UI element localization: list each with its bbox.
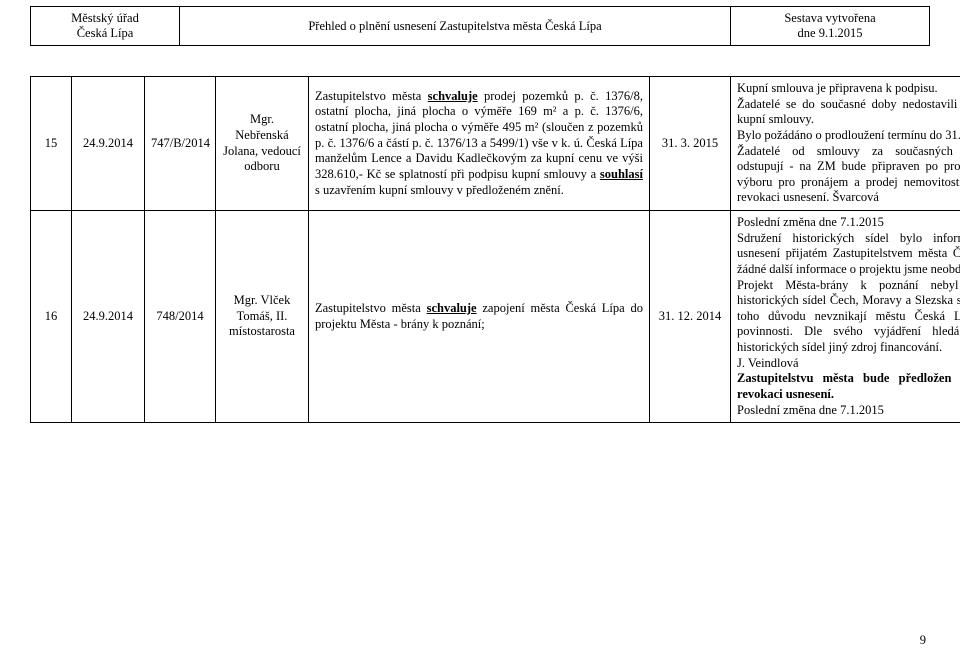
table-row: 16 24.9.2014 748/2014 Mgr. Vlček Tomáš, … — [31, 211, 960, 423]
cell-status: Kupní smlouva je připravena k podpisu. Ž… — [731, 77, 960, 211]
header-right-line2: dne 9.1.2015 — [798, 26, 863, 41]
header-right-line1: Sestava vytvořena — [784, 11, 875, 26]
status-text: Poslední změna dne 7.1.2015 — [737, 403, 884, 417]
table-row: 15 24.9.2014 747/B/2014 Mgr. Nebřenská J… — [31, 77, 960, 211]
body-keyword: schvaluje — [428, 89, 478, 103]
cell-date: 24.9.2014 — [72, 211, 145, 423]
cell-index: 15 — [31, 77, 72, 211]
cell-body: Zastupitelstvo města schvaluje zapojení … — [309, 211, 650, 423]
cell-ref: 748/2014 — [145, 211, 216, 423]
page-number: 9 — [920, 633, 926, 648]
header-right: Sestava vytvořena dne 9.1.2015 — [730, 6, 930, 46]
body-keyword: schvaluje — [427, 301, 477, 315]
resolutions-table: 15 24.9.2014 747/B/2014 Mgr. Nebřenská J… — [30, 76, 960, 423]
header-left-line2: Česká Lípa — [77, 26, 134, 41]
header-center-text: Přehled o plnění usnesení Zastupitelstva… — [308, 19, 601, 34]
cell-date: 24.9.2014 — [72, 77, 145, 211]
cell-status: Poslední změna dne 7.1.2015 Sdružení his… — [731, 211, 960, 423]
cell-index: 16 — [31, 211, 72, 423]
status-bold: Zastupitelstvu města bude předložen návr… — [737, 371, 960, 401]
cell-responsible: Mgr. Vlček Tomáš, II. místostarosta — [216, 211, 309, 423]
status-text: Kupní smlouva je připravena k podpisu. Ž… — [737, 81, 960, 204]
body-text: Zastupitelstvo města — [315, 301, 427, 315]
page-header: Městský úřad Česká Lípa Přehled o plnění… — [30, 6, 930, 46]
page: Městský úřad Česká Lípa Přehled o plnění… — [0, 0, 960, 656]
header-center: Přehled o plnění usnesení Zastupitelstva… — [180, 6, 730, 46]
body-text: Zastupitelstvo města — [315, 89, 428, 103]
cell-ref: 747/B/2014 — [145, 77, 216, 211]
header-left-line1: Městský úřad — [71, 11, 139, 26]
body-text: s uzavřením kupní smlouvy v předloženém … — [315, 183, 564, 197]
cell-body: Zastupitelstvo města schvaluje prodej po… — [309, 77, 650, 211]
cell-due: 31. 12. 2014 — [650, 211, 731, 423]
body-keyword: souhlasí — [600, 167, 643, 181]
status-text: Poslední změna dne 7.1.2015 Sdružení his… — [737, 215, 960, 370]
cell-responsible: Mgr. Nebřenská Jolana, vedoucí odboru — [216, 77, 309, 211]
header-left: Městský úřad Česká Lípa — [30, 6, 180, 46]
cell-due: 31. 3. 2015 — [650, 77, 731, 211]
